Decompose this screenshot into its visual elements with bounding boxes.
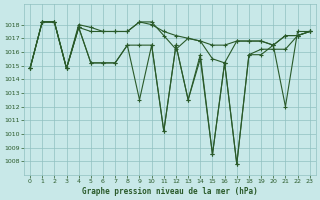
X-axis label: Graphe pression niveau de la mer (hPa): Graphe pression niveau de la mer (hPa) xyxy=(82,187,258,196)
